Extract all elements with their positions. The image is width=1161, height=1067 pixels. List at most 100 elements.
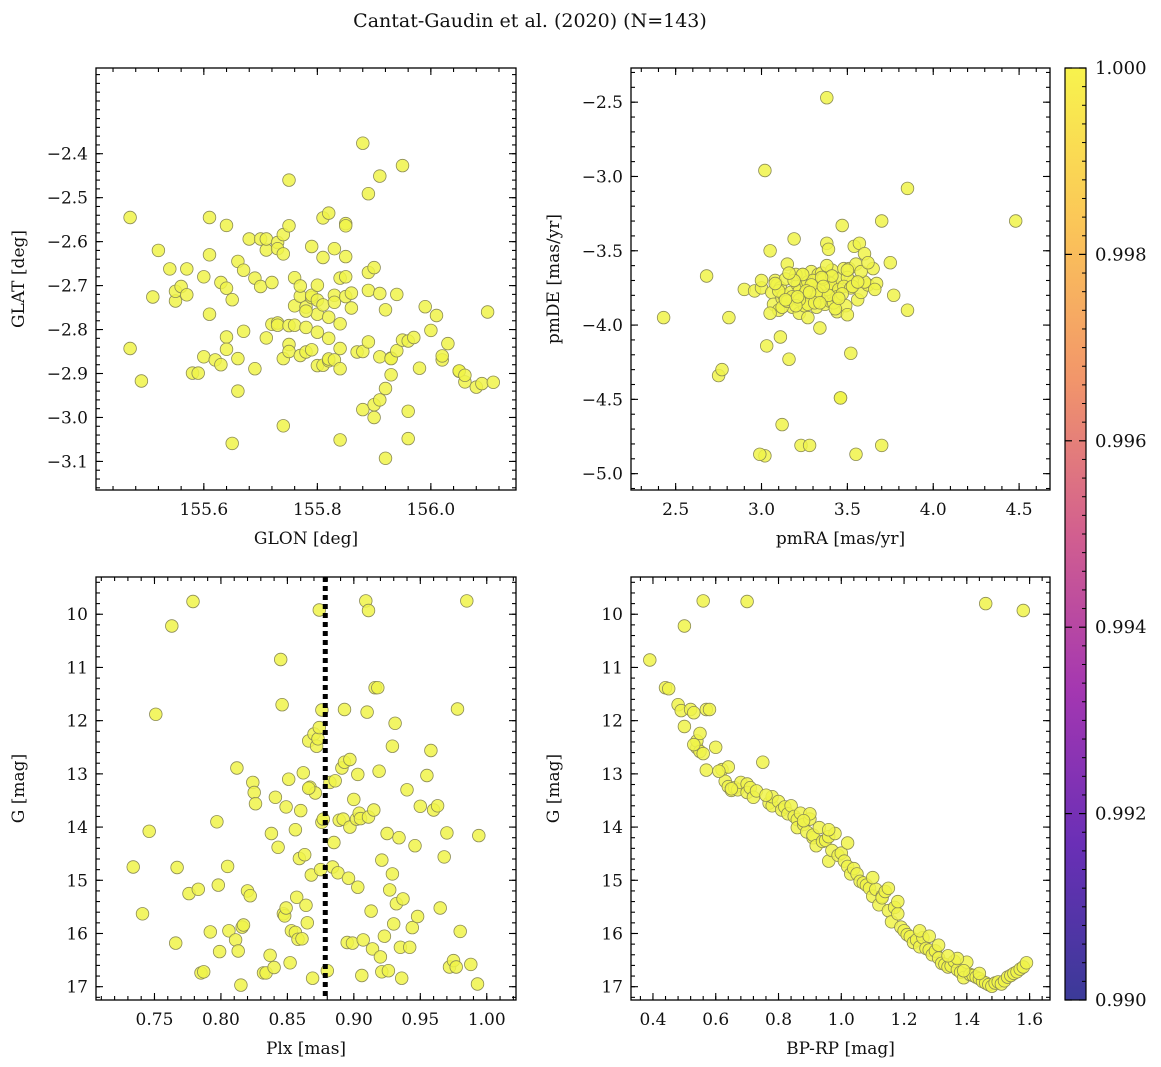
data-point bbox=[211, 878, 226, 892]
data-point bbox=[196, 965, 211, 979]
data-point bbox=[380, 826, 394, 841]
data-point bbox=[486, 375, 501, 390]
data-point bbox=[833, 391, 848, 405]
data-point bbox=[384, 368, 398, 382]
y-tick-label: −4.0 bbox=[582, 316, 623, 336]
data-point bbox=[361, 335, 376, 349]
data-point bbox=[373, 286, 387, 301]
y-tick-label: −2.4 bbox=[47, 145, 88, 165]
y-tick-label: 15 bbox=[66, 871, 88, 891]
y-tick-label: 16 bbox=[66, 924, 88, 944]
data-point bbox=[210, 815, 224, 829]
x-tick-label: 3.5 bbox=[834, 500, 861, 520]
data-point bbox=[343, 752, 357, 767]
y-tick-label: 13 bbox=[66, 765, 88, 785]
data-point bbox=[361, 603, 376, 618]
data-point bbox=[922, 929, 936, 943]
data-point bbox=[480, 305, 495, 319]
data-point bbox=[941, 949, 955, 963]
data-point bbox=[247, 785, 261, 800]
axis-ticks bbox=[631, 68, 1050, 490]
colorbar-tick-label: 1.000 bbox=[1095, 58, 1147, 79]
data-point bbox=[458, 368, 472, 383]
data-point bbox=[234, 978, 248, 992]
data-point bbox=[344, 286, 359, 300]
data-point bbox=[222, 924, 236, 938]
data-point bbox=[412, 361, 427, 375]
data-point bbox=[333, 362, 347, 376]
data-point bbox=[413, 799, 428, 814]
panel-glon-glat: 155.6 155.8 156.0 −2.4 −2.5 −2.6 −2.7 −2.8 −2.9 −… bbox=[9, 67, 517, 549]
y-tick-label: −2.5 bbox=[582, 93, 623, 113]
data-point bbox=[972, 966, 987, 981]
data-point bbox=[295, 932, 309, 946]
y-tick-label: 15 bbox=[601, 871, 623, 891]
data-point bbox=[298, 848, 312, 862]
data-point bbox=[677, 619, 692, 633]
x-tick-label: 4.5 bbox=[1006, 500, 1033, 520]
data-point bbox=[312, 720, 327, 735]
data-point bbox=[403, 940, 417, 955]
data-point bbox=[259, 331, 274, 345]
data-point bbox=[693, 726, 707, 741]
data-point bbox=[344, 301, 359, 315]
y-axis-label: G [mag] bbox=[544, 754, 564, 823]
data-point bbox=[662, 682, 676, 696]
data-point bbox=[135, 907, 150, 921]
data-point bbox=[300, 916, 315, 930]
x-tick-label: 0.80 bbox=[202, 1010, 240, 1030]
data-point bbox=[123, 341, 137, 356]
data-point bbox=[782, 266, 796, 280]
data-point bbox=[146, 290, 160, 304]
data-point bbox=[740, 594, 754, 609]
data-point bbox=[296, 766, 311, 780]
data-point bbox=[288, 823, 303, 837]
data-point bbox=[435, 349, 449, 363]
x-tick-label: 2.5 bbox=[662, 500, 689, 520]
y-axis-label: pmDE [mas/yr] bbox=[544, 214, 564, 344]
data-point bbox=[778, 293, 793, 307]
data-point bbox=[333, 317, 347, 331]
data-point bbox=[364, 904, 378, 918]
data-point bbox=[433, 901, 447, 915]
data-point bbox=[142, 824, 156, 839]
panel-plx-g: 0.75 0.80 0.85 0.90 0.95 1.00 10 11 12 13 14 15 16 17… bbox=[9, 576, 517, 1059]
data-point bbox=[410, 909, 425, 924]
data-point bbox=[881, 881, 896, 896]
data-point bbox=[299, 898, 313, 913]
data-point bbox=[840, 263, 855, 277]
data-point bbox=[333, 341, 347, 356]
data-point bbox=[197, 350, 211, 364]
y-tick-label: 10 bbox=[601, 605, 623, 625]
data-point bbox=[339, 249, 353, 264]
x-tick-label: 156.0 bbox=[407, 500, 456, 520]
y-tick-label: 12 bbox=[601, 712, 623, 732]
data-point bbox=[887, 288, 901, 303]
data-point bbox=[441, 336, 455, 351]
data-point bbox=[851, 275, 865, 289]
data-point bbox=[322, 310, 336, 324]
colorbar-ticks: 0.990 0.992 0.994 0.996 0.998 1.000 bbox=[1065, 58, 1147, 1011]
y-tick-label: 11 bbox=[601, 658, 623, 678]
data-point bbox=[813, 321, 827, 335]
data-point bbox=[243, 889, 257, 903]
data-point bbox=[371, 681, 385, 695]
data-point bbox=[276, 419, 291, 433]
figure-title: Cantat-Gaudin et al. (2020) (N=143) bbox=[353, 10, 707, 32]
data-point bbox=[219, 218, 234, 233]
data-point bbox=[1016, 603, 1031, 618]
data-point bbox=[365, 942, 380, 956]
data-point bbox=[151, 243, 166, 258]
data-point bbox=[796, 814, 811, 828]
x-tick-label: 1.2 bbox=[891, 1010, 918, 1030]
x-tick-label: 0.8 bbox=[765, 1010, 792, 1030]
data-point bbox=[390, 287, 404, 302]
data-point bbox=[299, 304, 313, 318]
points bbox=[643, 594, 1034, 993]
data-point bbox=[351, 767, 365, 782]
x-tick-label: 155.8 bbox=[293, 500, 342, 520]
data-point bbox=[219, 330, 234, 344]
data-point bbox=[840, 308, 855, 322]
data-point bbox=[180, 262, 194, 276]
data-point bbox=[820, 90, 834, 105]
